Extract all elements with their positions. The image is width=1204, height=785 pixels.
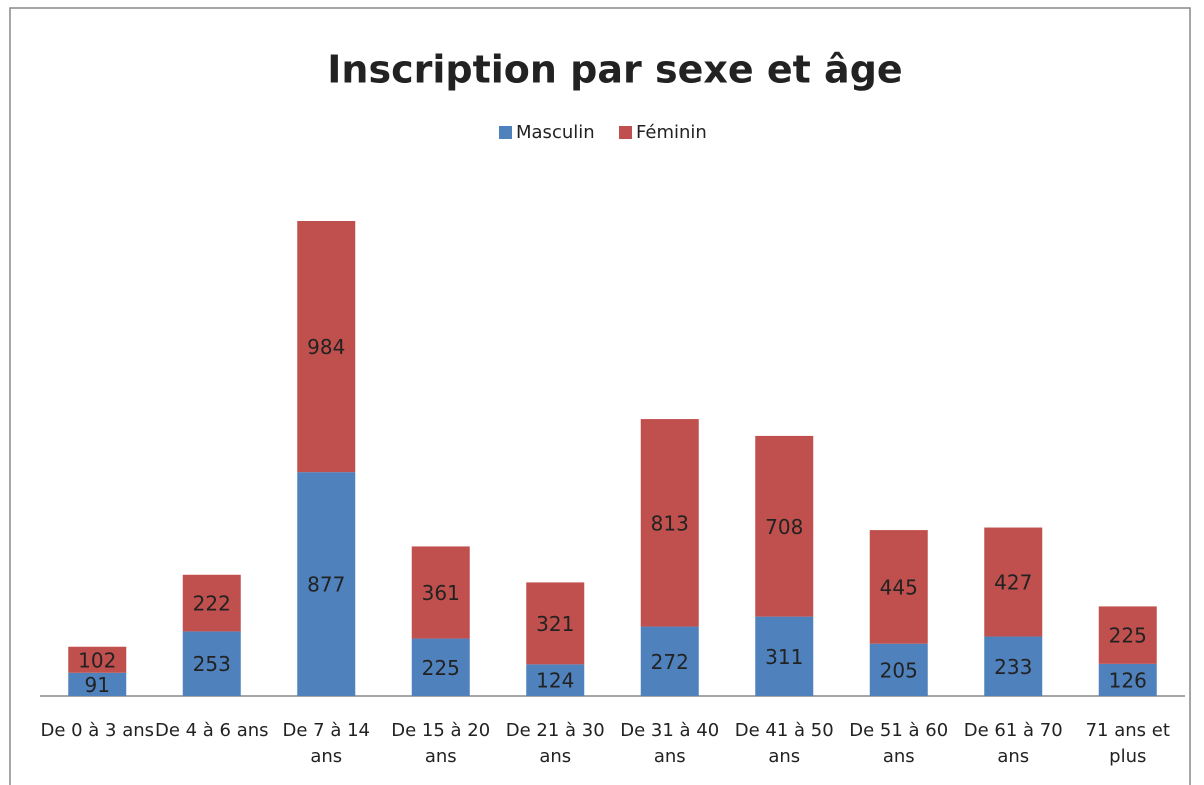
data-label: 877 — [307, 573, 345, 597]
bar-segment — [411, 546, 470, 639]
data-label: 361 — [422, 581, 460, 605]
x-tick-label: De 21 à 30 ans — [505, 720, 605, 767]
data-label: 813 — [651, 511, 689, 535]
data-label: 102 — [78, 648, 116, 672]
x-tick-label: De 51 à 60 ans — [849, 720, 949, 767]
legend-swatch — [499, 126, 512, 139]
bar-segment — [869, 643, 928, 696]
data-label: 984 — [307, 335, 345, 359]
data-label: 427 — [994, 571, 1032, 595]
bar-segment — [755, 616, 814, 696]
chart-title: Inscription par sexe et âge — [327, 48, 902, 92]
data-label: 272 — [651, 650, 689, 674]
bar-segment — [411, 638, 470, 696]
legend-label: Masculin — [516, 122, 595, 143]
x-tick-label: De 15 à 20 ans — [391, 720, 491, 767]
data-label: 126 — [1109, 668, 1147, 692]
bar-segment — [297, 472, 356, 696]
x-tick-label: De 61 à 70 ans — [963, 720, 1063, 767]
bar-segment — [182, 631, 241, 696]
bar-segment — [755, 435, 814, 617]
bar-segment — [1098, 663, 1157, 696]
x-tick-label: De 0 à 3 ans — [40, 720, 155, 741]
data-label: 124 — [536, 669, 574, 693]
bar-segment — [526, 664, 585, 696]
bar-segment — [640, 626, 699, 696]
bar-segment — [1098, 606, 1157, 664]
bar-segment — [68, 646, 127, 673]
bar-segment — [68, 672, 127, 696]
legend-label: Féminin — [636, 122, 707, 143]
x-tick-label: De 41 à 50 ans — [734, 720, 834, 767]
bar-segment — [984, 527, 1043, 637]
data-label: 91 — [85, 673, 110, 697]
bar-segment — [297, 221, 356, 473]
data-label: 708 — [765, 515, 803, 539]
data-label: 205 — [880, 658, 918, 682]
x-tick-label: De 4 à 6 ans — [154, 720, 269, 741]
bar-segment — [869, 530, 928, 644]
data-label: 253 — [193, 652, 231, 676]
data-label: 225 — [422, 656, 460, 680]
data-label: 321 — [536, 612, 574, 636]
data-label: 445 — [880, 575, 918, 599]
x-tick-label: De 7 à 14 ans — [282, 720, 371, 767]
data-label: 225 — [1109, 624, 1147, 648]
data-label: 222 — [193, 592, 231, 616]
legend-swatch — [619, 126, 632, 139]
bar-segment — [640, 419, 699, 627]
x-tick-label: De 31 à 40 ans — [620, 720, 720, 767]
data-label: 311 — [765, 645, 803, 669]
bar-segment — [526, 582, 585, 665]
data-label: 233 — [994, 655, 1032, 679]
bar-segment — [182, 574, 241, 632]
bar-segment — [984, 636, 1043, 696]
x-tick-label: 71 ans et plus — [1085, 720, 1170, 767]
